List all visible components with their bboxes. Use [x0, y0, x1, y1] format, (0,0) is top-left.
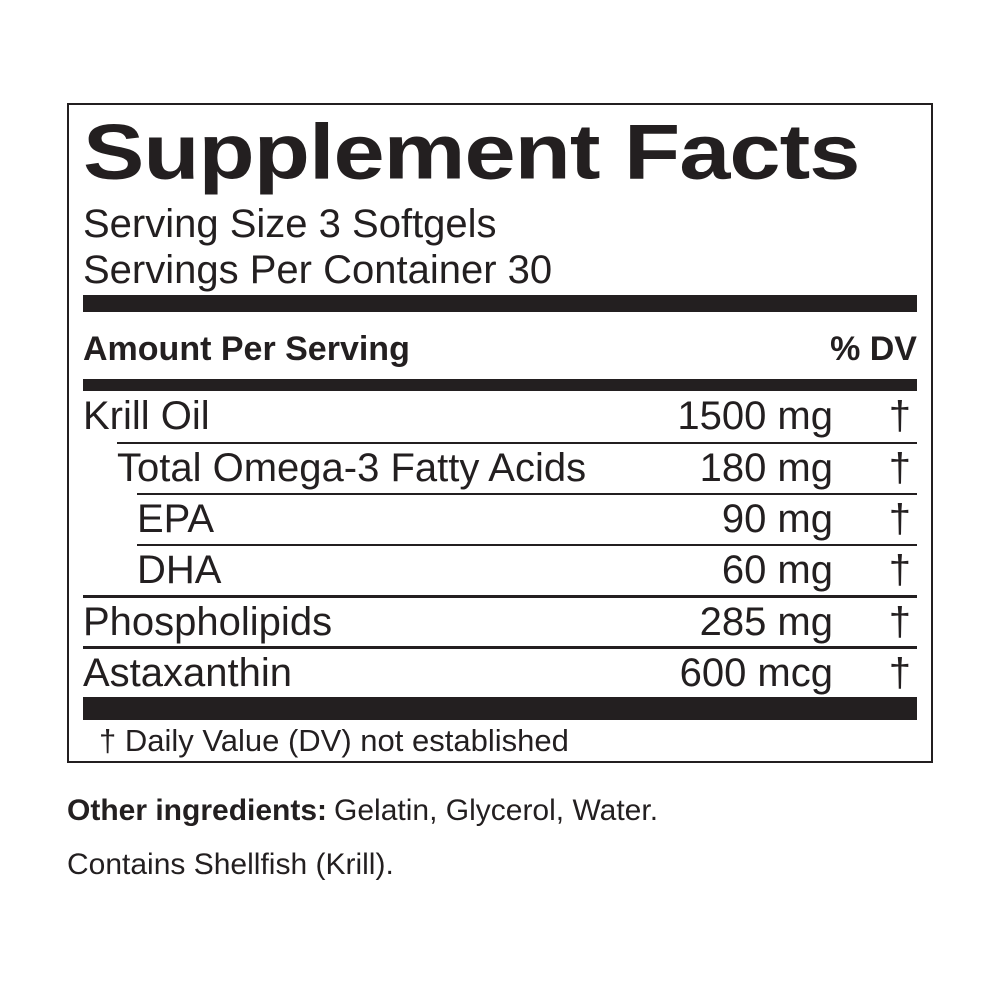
ingredient-name: Krill Oil — [83, 394, 210, 438]
ingredient-name: DHA — [137, 548, 222, 592]
medium-separator-bar — [83, 379, 917, 391]
ingredient-row-epa: EPA 90 mg † — [137, 493, 917, 544]
percent-dv-header: % DV — [830, 330, 917, 368]
facts-title: Supplement Facts — [83, 113, 917, 191]
thick-separator-bar-bottom — [83, 697, 917, 720]
servings-per-container: Servings Per Container 30 — [83, 248, 553, 292]
ingredient-row-krill-oil: Krill Oil 1500 mg † — [83, 391, 917, 442]
ingredient-row-total-omega3: Total Omega-3 Fatty Acids 180 mg † — [117, 442, 917, 493]
dv-dagger: † — [888, 394, 911, 438]
other-ingredients-label: Other ingredients: — [67, 794, 328, 827]
below-panel-text: Other ingredients: Gelatin, Glycerol, Wat… — [67, 793, 933, 883]
facts-title-text: Supplement Facts — [83, 108, 860, 196]
ingredient-amount: 180 mg — [699, 446, 833, 490]
dv-dagger: † — [888, 497, 911, 541]
amount-per-serving-header: Amount Per Serving — [83, 330, 410, 368]
ingredient-name: Astaxanthin — [83, 650, 293, 695]
footnote-daily-value: † Daily Value (DV) not established — [99, 723, 569, 758]
ingredient-amount: 1500 mg — [677, 394, 833, 438]
dv-dagger: † — [888, 650, 911, 695]
dv-dagger: † — [888, 599, 911, 644]
ingredient-name: Phospholipids — [83, 599, 333, 644]
dv-dagger: † — [888, 446, 911, 490]
column-header-row: Amount Per Serving % DV — [83, 312, 917, 379]
page: Supplement Facts Serving Size 3 Softgels… — [67, 103, 933, 883]
ingredient-amount: 60 mg — [721, 548, 833, 592]
thick-separator-bar-top — [83, 295, 917, 312]
allergen-statement: Contains Shellfish (Krill). — [67, 848, 394, 881]
ingredient-name: Total Omega-3 Fatty Acids — [117, 446, 587, 490]
ingredient-amount: 600 mcg — [679, 650, 833, 695]
ingredient-row-astaxanthin: Astaxanthin 600 mcg † — [83, 646, 917, 697]
serving-info: Serving Size 3 Softgels Servings Per Con… — [83, 201, 917, 293]
ingredient-row-dha: DHA 60 mg † — [137, 544, 917, 595]
other-ingredients-list: Gelatin, Glycerol, Water. — [334, 794, 659, 827]
ingredient-amount: 285 mg — [699, 599, 833, 644]
ingredient-name: EPA — [137, 497, 215, 541]
ingredient-row-phospholipids: Phospholipids 285 mg † — [83, 595, 917, 646]
serving-size: Serving Size 3 Softgels — [83, 202, 497, 246]
supplement-facts-panel: Supplement Facts Serving Size 3 Softgels… — [67, 103, 933, 763]
dv-dagger: † — [888, 548, 911, 592]
other-ingredients-line: Other ingredients: Gelatin, Glycerol, Wat… — [67, 793, 933, 829]
ingredient-amount: 90 mg — [721, 497, 833, 541]
